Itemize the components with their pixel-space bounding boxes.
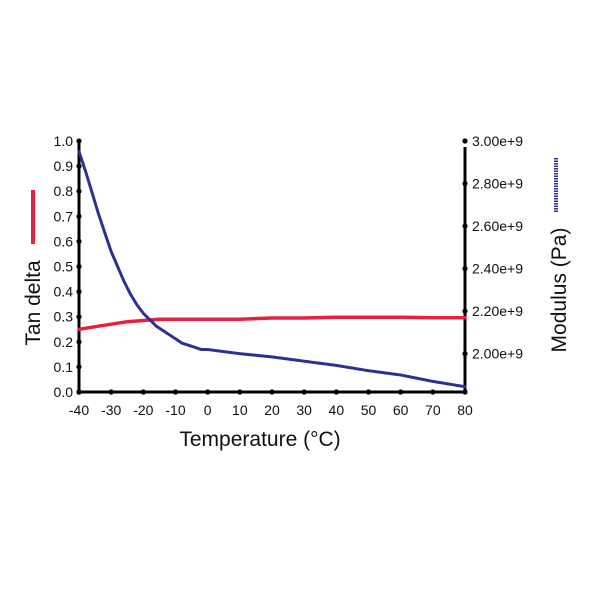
x-tick-mark <box>398 389 404 395</box>
y-right-tick-label: 2.40e+9 <box>472 261 523 277</box>
x-tick-label: 40 <box>329 402 345 418</box>
x-tick-mark <box>365 389 372 395</box>
y-right-tick-mark <box>462 223 468 229</box>
x-tick-label: 20 <box>264 402 280 418</box>
x-tick-label: -30 <box>101 402 121 418</box>
x-axis-title: Temperature (°C) <box>179 428 340 451</box>
y-left-tick-mark <box>76 289 82 295</box>
y-right-tick-label: 2.00e+9 <box>472 346 523 362</box>
x-tick-label: 60 <box>393 402 409 418</box>
y-left-tick-label: 0.1 <box>54 359 74 375</box>
y-left-tick-mark <box>76 238 82 244</box>
y-left-tick-mark <box>76 339 82 345</box>
x-tick-label: 80 <box>457 402 473 418</box>
y-right-tick-mark <box>462 308 468 314</box>
y-left-tick-mark <box>76 364 82 370</box>
x-tick-mark <box>172 389 179 395</box>
x-tick-mark <box>108 389 114 395</box>
y-left-tick-mark <box>76 314 82 320</box>
x-tick-label: 70 <box>425 402 441 418</box>
x-tick-mark <box>301 389 307 395</box>
x-tick-mark <box>333 389 339 395</box>
y-left-tick-mark <box>76 263 82 270</box>
x-tick-mark <box>237 389 243 395</box>
modulus-line <box>77 150 467 389</box>
y-left-tick-label: 0.6 <box>54 233 74 249</box>
y-left-tick-label: 0.3 <box>54 309 74 325</box>
y-left-tick-label: 0.5 <box>54 259 74 275</box>
x-tick-mark <box>269 389 275 395</box>
y-left-tick-mark <box>76 389 82 395</box>
x-tick-label: 30 <box>296 402 312 418</box>
x-tick-mark <box>462 389 468 395</box>
y-right-tick-label: 2.20e+9 <box>472 303 523 319</box>
y-right-tick-mark <box>462 180 468 187</box>
y-left-tick-mark <box>76 188 82 194</box>
y-left-tick-mark <box>76 213 82 219</box>
tick-labels-layer: -40 -30 -20 -10 0 10 20 30 40 50 60 70 80 0.0 0.1 0.2 0.… <box>54 133 524 418</box>
y-right-tick-mark <box>462 266 468 272</box>
y-right-tick-label: 2.60e+9 <box>472 218 523 234</box>
x-tick-label: 0 <box>204 402 212 418</box>
y-left-tick-mark <box>76 138 82 144</box>
y-left-tick-label: 0.0 <box>54 384 74 400</box>
y-left-tick-mark <box>76 163 82 169</box>
x-tick-mark <box>430 389 436 395</box>
tan-delta-line <box>77 315 467 332</box>
y-right-tick-mark <box>462 138 468 144</box>
y-left-tick-label: 0.2 <box>54 334 74 350</box>
x-tick-mark <box>140 389 146 395</box>
x-tick-mark <box>205 389 211 395</box>
y-right-axis-title: Modulus (Pa) <box>548 228 571 353</box>
y-left-tick-label: 0.7 <box>54 208 74 224</box>
y-right-tick-mark <box>462 351 468 357</box>
x-tick-label: -40 <box>69 402 89 418</box>
x-tick-label: 10 <box>232 402 248 418</box>
y-left-tick-label: 0.8 <box>54 183 74 199</box>
y-left-tick-label: 0.9 <box>54 158 74 174</box>
y-right-tick-label: 2.80e+9 <box>472 176 523 192</box>
y-left-axis-title: Tan delta <box>22 260 45 346</box>
y-left-tick-label: 1.0 <box>54 133 74 149</box>
y-left-tick-label: 0.4 <box>54 284 74 300</box>
series-layer <box>77 150 467 389</box>
x-tick-label: -10 <box>165 402 185 418</box>
y-right-tick-label: 3.00e+9 <box>472 133 523 149</box>
x-tick-label: -20 <box>133 402 153 418</box>
axes-layer <box>76 138 468 395</box>
x-tick-label: 50 <box>361 402 377 418</box>
